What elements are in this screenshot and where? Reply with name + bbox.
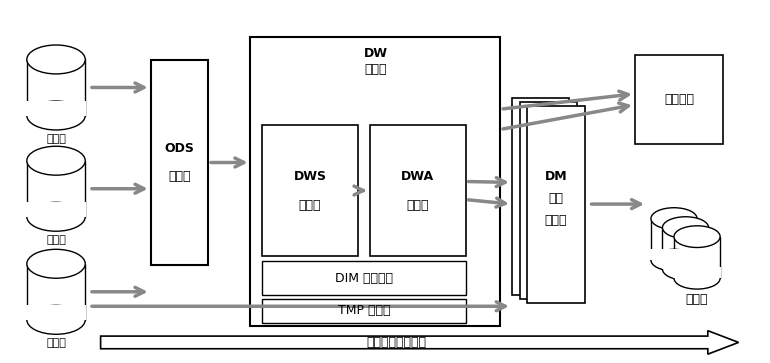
Ellipse shape [651,249,697,271]
Text: TMP 临时层: TMP 临时层 [337,304,390,317]
Text: DW: DW [363,46,387,60]
Ellipse shape [27,45,85,74]
Bar [151,60,208,265]
Bar [674,237,720,278]
Bar [26,202,86,217]
Ellipse shape [674,268,720,289]
Bar [27,60,85,115]
Text: 即时查询: 即时查询 [664,93,694,106]
Text: 集市层: 集市层 [544,214,567,227]
Text: 落地层: 落地层 [168,171,191,183]
Bar [27,161,85,217]
Text: DWA: DWA [401,170,434,183]
Bar [662,228,708,269]
Bar [27,264,85,320]
Bar [661,258,709,269]
Polygon shape [101,331,738,354]
Text: DIM 公共维度: DIM 公共维度 [335,272,393,285]
Text: 明细层: 明细层 [299,199,321,212]
Ellipse shape [674,226,720,248]
Ellipse shape [662,258,708,280]
Bar [520,102,578,299]
Bar [262,299,466,323]
Text: DM: DM [544,171,567,183]
Ellipse shape [27,202,85,231]
Bar [26,305,86,320]
Text: 源数据: 源数据 [46,235,66,245]
Text: 源数据: 源数据 [46,134,66,144]
Text: 贯穿始终的主题域: 贯穿始终的主题域 [367,336,427,349]
Ellipse shape [662,217,708,238]
Bar [370,126,466,256]
Text: 数仓层: 数仓层 [364,63,387,76]
Text: 数据: 数据 [548,192,564,205]
Bar [651,219,697,260]
Bar [262,126,358,256]
Ellipse shape [27,146,85,175]
Bar [634,55,723,143]
Text: DWS: DWS [293,170,326,183]
Ellipse shape [27,305,85,334]
Bar [673,268,721,278]
Text: 消费方: 消费方 [686,293,708,306]
Bar [512,98,570,295]
Bar [262,261,466,295]
Text: 聚合层: 聚合层 [407,199,429,212]
Text: ODS: ODS [165,142,194,155]
Text: 源数据: 源数据 [46,338,66,348]
Bar [26,101,86,115]
Ellipse shape [27,249,85,278]
Bar [527,106,585,303]
Ellipse shape [27,101,85,130]
Bar [650,249,698,260]
Bar [250,37,500,326]
Ellipse shape [651,208,697,229]
